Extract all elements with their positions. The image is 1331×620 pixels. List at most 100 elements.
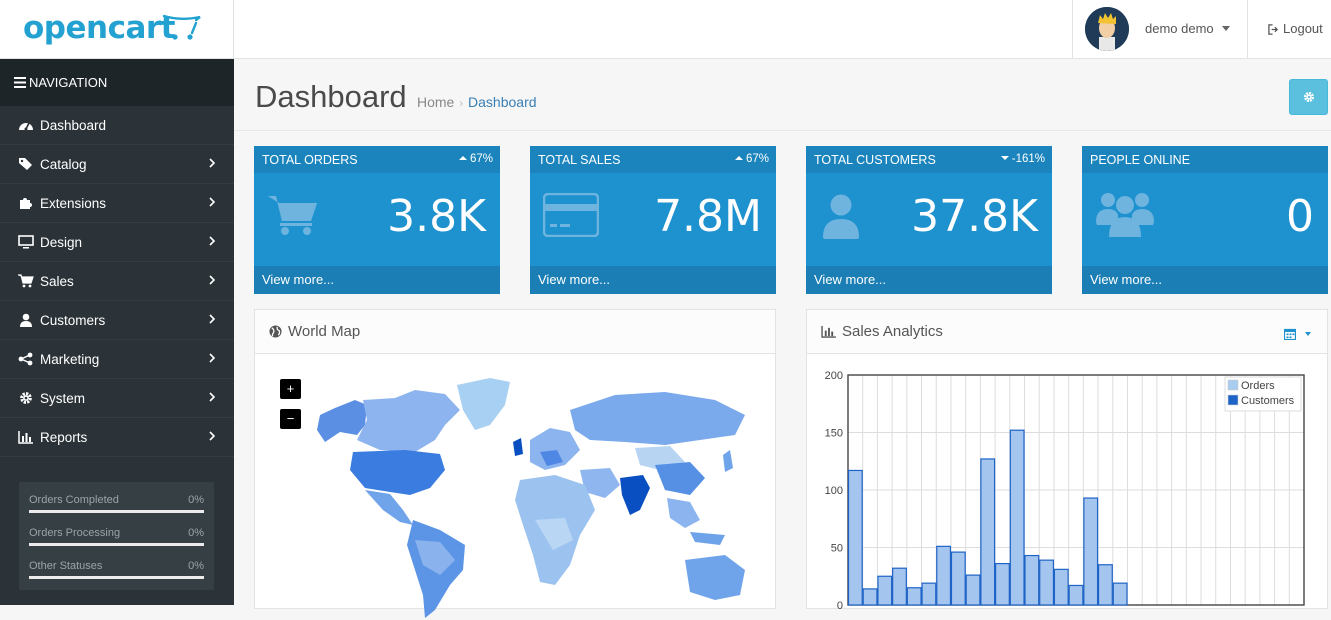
sidebar: NAVIGATION Dashboard Catalog Extensions … <box>0 59 234 605</box>
user-menu[interactable]: demo demo <box>1072 0 1248 59</box>
gear-icon <box>18 391 36 408</box>
breadcrumb-home[interactable]: Home <box>417 94 455 110</box>
map-region <box>513 438 523 456</box>
chart-bar[interactable] <box>847 469 863 606</box>
sidebar-item-design[interactable]: Design <box>0 223 234 262</box>
map-region <box>540 450 563 466</box>
chart-bar[interactable] <box>1112 582 1128 606</box>
caret-down-icon <box>1000 156 1009 160</box>
chart-bar[interactable] <box>965 574 981 606</box>
users-icon <box>1096 193 1154 237</box>
tile-title: TOTAL SALES <box>538 153 621 167</box>
tile-change: 67% <box>734 153 769 165</box>
sidebar-item-reports[interactable]: Reports <box>0 418 234 457</box>
sidebar-item-dashboard[interactable]: Dashboard <box>0 106 234 145</box>
tile-header: TOTAL CUSTOMERS -161% <box>806 146 1052 173</box>
logo-area[interactable]: opencart <box>0 0 234 59</box>
logo-cart-icon <box>162 14 201 40</box>
breadcrumb-current[interactable]: Dashboard <box>468 94 537 110</box>
settings-button[interactable] <box>1289 79 1328 115</box>
chart-bar[interactable] <box>980 458 996 606</box>
sidebar-item-sales[interactable]: Sales <box>0 262 234 301</box>
sidebar-item-catalog[interactable]: Catalog <box>0 145 234 184</box>
avatar[interactable] <box>1085 7 1129 51</box>
cart-icon <box>18 274 36 291</box>
chart-bar[interactable] <box>950 551 966 606</box>
caret-down-icon <box>1305 332 1311 336</box>
chart-bar[interactable] <box>994 563 1010 606</box>
view-more-link[interactable]: View more... <box>530 266 776 294</box>
map-region <box>570 392 745 445</box>
chevron-right-icon <box>209 158 216 168</box>
chart-bar[interactable] <box>1097 564 1113 606</box>
stat-label: Orders Processing <box>29 527 121 539</box>
zoom-out-button[interactable]: − <box>280 409 301 429</box>
legend-label: Orders <box>1241 380 1275 392</box>
tile-title: TOTAL CUSTOMERS <box>814 153 936 167</box>
range-dropdown[interactable] <box>1283 325 1311 342</box>
bar-chart-icon <box>821 326 836 338</box>
map-region <box>535 518 573 550</box>
chart-bar[interactable] <box>892 567 907 606</box>
world-map[interactable] <box>295 370 765 620</box>
stat-orders-completed: Orders Completed 0% <box>29 482 204 515</box>
chart-bar[interactable] <box>921 582 937 606</box>
logout-link[interactable]: Logout <box>1268 21 1323 36</box>
user-name[interactable]: demo demo <box>1145 21 1230 36</box>
map-region <box>530 428 580 470</box>
credit-card-icon <box>543 193 599 237</box>
map-region <box>457 378 510 430</box>
chart-bar[interactable] <box>936 545 952 606</box>
progress-bar <box>29 576 204 579</box>
puzzle-icon <box>18 196 36 213</box>
bars-icon <box>14 77 26 88</box>
chevron-right-icon <box>209 392 216 402</box>
tags-icon <box>18 157 36 174</box>
chevron-right-icon <box>209 353 216 363</box>
chevron-right-icon <box>209 314 216 324</box>
view-more-link[interactable]: View more... <box>806 266 1052 294</box>
chart-bar[interactable] <box>1009 429 1025 606</box>
chart-bar[interactable] <box>1024 554 1040 606</box>
tile-change: -161% <box>1000 153 1045 165</box>
tile-people-online: PEOPLE ONLINE 0 View more... <box>1082 146 1328 294</box>
map-region <box>620 475 650 515</box>
caret-up-icon <box>458 156 467 160</box>
chart-bar[interactable] <box>862 588 878 606</box>
sidebar-item-extensions[interactable]: Extensions <box>0 184 234 223</box>
chart-bar[interactable] <box>1083 497 1099 606</box>
y-tick-label: 200 <box>825 370 843 382</box>
chevron-right-icon <box>209 275 216 285</box>
sidebar-item-marketing[interactable]: Marketing <box>0 340 234 379</box>
zoom-in-button[interactable]: + <box>280 379 301 399</box>
logo-text[interactable]: opencart <box>23 10 175 46</box>
tile-value: 3.8K <box>387 191 486 242</box>
tile-title: TOTAL ORDERS <box>262 153 358 167</box>
stat-percent: 0% <box>188 560 204 572</box>
world-map-panel: World Map + − <box>254 309 776 618</box>
tile-change: 67% <box>458 153 493 165</box>
bar-chart-icon <box>18 430 36 447</box>
view-more-link[interactable]: View more... <box>1082 266 1328 294</box>
user-icon <box>823 194 859 239</box>
main-content: Dashboard Home › Dashboard TOTAL ORDERS 67%… <box>234 59 1331 618</box>
chart-bar[interactable] <box>1039 559 1055 606</box>
chart-bar[interactable] <box>1068 584 1084 606</box>
tile-total-customers: TOTAL CUSTOMERS -161% 37.8K View more... <box>806 146 1052 294</box>
view-more-link[interactable]: View more... <box>254 266 500 294</box>
map-region <box>415 540 455 575</box>
globe-icon <box>269 325 282 338</box>
chart-bar[interactable] <box>906 587 922 606</box>
sidebar-item-system[interactable]: System <box>0 379 234 418</box>
chevron-right-icon <box>209 431 216 441</box>
panel-title: Sales Analytics <box>842 323 943 340</box>
tile-title: PEOPLE ONLINE <box>1090 153 1191 167</box>
sidebar-item-customers[interactable]: Customers <box>0 301 234 340</box>
sales-analytics-panel: Sales Analytics 200 150 100 50 0 Orders Custom… <box>806 309 1328 610</box>
map-region <box>667 498 700 528</box>
nav-header[interactable]: NAVIGATION <box>0 59 234 106</box>
stat-label: Orders Completed <box>29 494 119 506</box>
breadcrumb-separator: › <box>459 98 464 110</box>
chart-bar[interactable] <box>877 575 893 606</box>
chart-bar[interactable] <box>1053 568 1069 606</box>
